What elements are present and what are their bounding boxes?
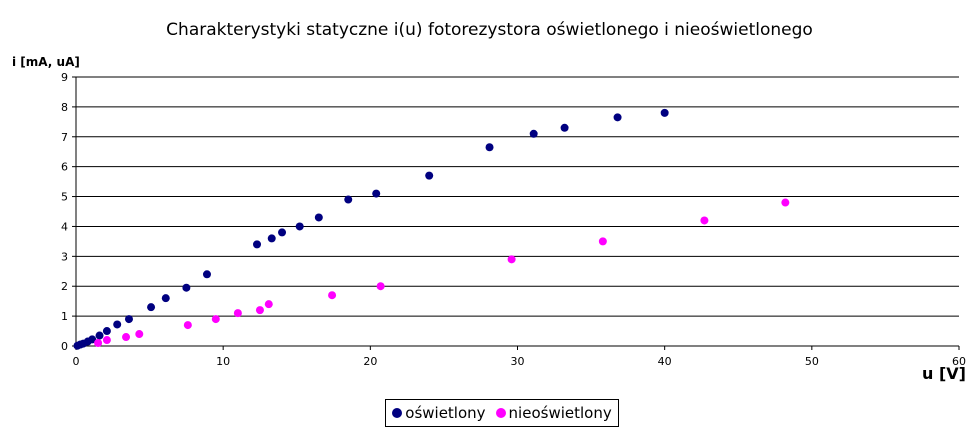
legend-label: oświetlony [405,404,486,422]
data-point-nieoswietlony [135,330,144,339]
data-point-nieoswietlony [328,291,337,300]
data-point-oswietlony [613,113,622,122]
x-tick-label: 60 [952,355,966,368]
data-point-oswietlony [202,270,211,279]
legend: oświetlony nieoświetlony [385,399,619,427]
data-point-nieoswietlony [700,216,709,225]
y-tick-label: 3 [61,250,68,263]
data-point-nieoswietlony [264,300,273,309]
x-tick-label: 20 [363,355,377,368]
data-point-oswietlony [182,283,191,292]
data-point-oswietlony [278,228,287,237]
legend-item-nieoswietlony: nieoświetlony [495,404,612,422]
data-point-oswietlony [95,331,104,340]
y-tick-label: 7 [61,131,68,144]
data-point-nieoswietlony [122,333,131,342]
y-tick-label: 1 [61,310,68,323]
data-point-oswietlony [314,213,323,222]
data-point-oswietlony [295,222,304,231]
y-tick-label: 5 [61,191,68,204]
data-point-oswietlony [88,335,97,344]
y-tick-label: 0 [61,340,68,353]
y-axis-label: i [mA, uA] [12,55,80,69]
data-point-oswietlony [485,143,494,152]
legend-marker-icon [495,408,506,418]
data-point-nieoswietlony [781,198,790,207]
data-point-nieoswietlony [183,321,192,330]
data-point-nieoswietlony [598,237,607,246]
chart-title: Charakterystyki statyczne i(u) fotorezys… [166,20,813,40]
legend-item-oswietlony: oświetlony [392,404,486,422]
y-tick-label: 4 [61,220,68,233]
data-point-oswietlony [529,129,538,138]
y-tick-label: 6 [61,161,68,174]
data-point-oswietlony [660,108,669,117]
data-point-oswietlony [102,327,111,336]
data-point-oswietlony [161,294,170,303]
y-tick-label: 9 [61,71,68,84]
data-point-oswietlony [344,195,353,204]
legend-label: nieoświetlony [508,404,612,422]
data-point-nieoswietlony [233,309,242,318]
data-point-oswietlony [560,123,569,132]
y-tick-label: 2 [61,280,68,293]
data-point-nieoswietlony [94,339,103,348]
data-point-oswietlony [113,320,122,329]
x-tick-label: 40 [658,355,672,368]
data-point-nieoswietlony [102,336,111,345]
data-point-oswietlony [124,315,133,324]
legend-marker-icon [392,408,403,418]
x-axis-label: u [V] [922,364,966,383]
x-tick-label: 50 [805,355,819,368]
x-tick-label: 10 [216,355,230,368]
data-point-oswietlony [253,240,262,249]
data-point-oswietlony [372,189,381,198]
data-point-nieoswietlony [376,282,385,291]
data-point-nieoswietlony [255,306,264,315]
x-tick-label: 0 [73,355,80,368]
data-point-oswietlony [267,234,276,243]
data-point-nieoswietlony [211,315,220,324]
x-tick-label: 30 [511,355,525,368]
data-point-nieoswietlony [507,255,516,264]
data-point-oswietlony [147,303,156,312]
y-tick-label: 8 [61,101,68,114]
data-point-oswietlony [425,171,434,180]
